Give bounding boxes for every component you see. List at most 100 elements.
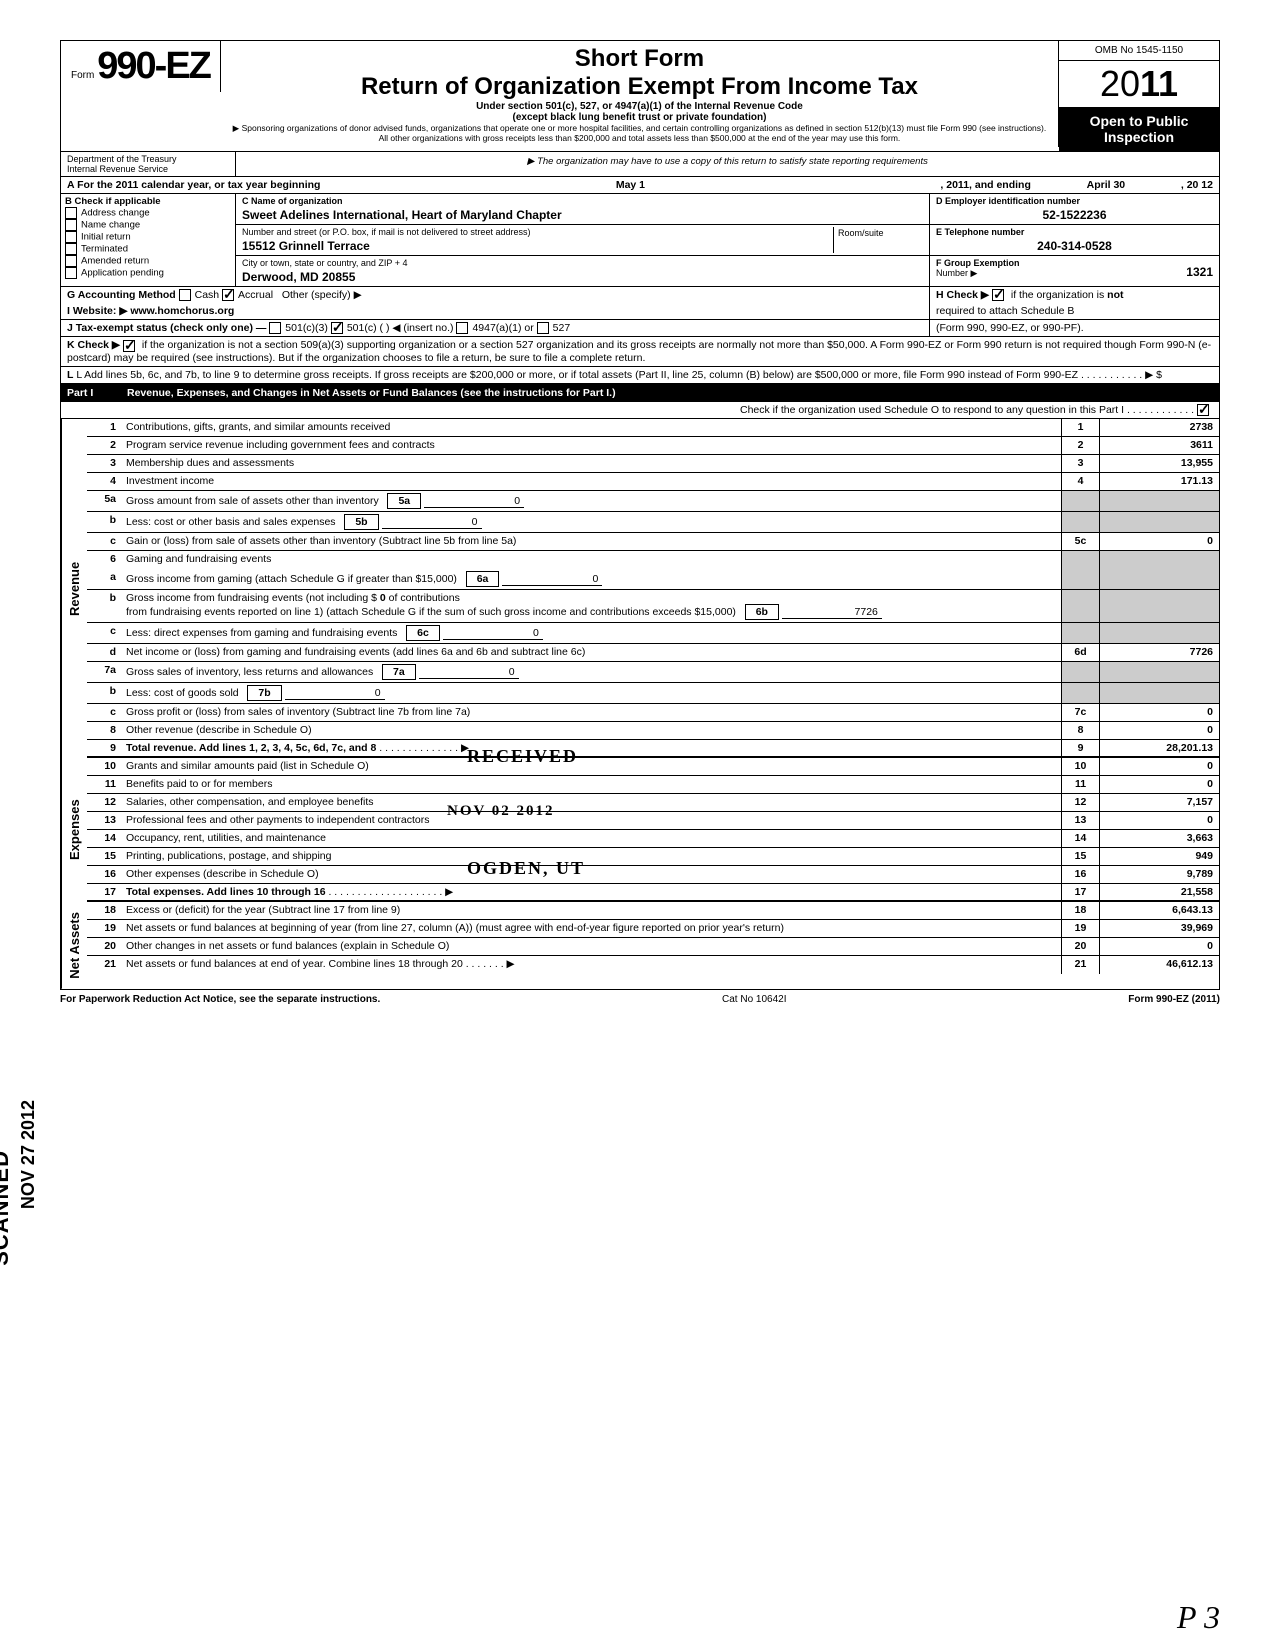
l16-num: 16 bbox=[87, 866, 122, 883]
room-lbl: Room/suite bbox=[838, 228, 884, 238]
year-bold: 11 bbox=[1140, 63, 1178, 104]
l15-amt[interactable]: 949 bbox=[1099, 848, 1219, 865]
line-5a: 5a Gross amount from sale of assets othe… bbox=[87, 491, 1219, 512]
line-10: 10 Grants and similar amounts paid (list… bbox=[87, 758, 1219, 776]
l17-amt[interactable]: 21,558 bbox=[1099, 884, 1219, 900]
org-name[interactable]: Sweet Adelines International, Heart of M… bbox=[242, 208, 923, 222]
l7b-sv[interactable]: 0 bbox=[285, 687, 385, 700]
l6b-d1v[interactable]: 0 bbox=[380, 592, 386, 604]
check-accrual[interactable] bbox=[222, 289, 234, 301]
org-address[interactable]: 15512 Grinnell Terrace bbox=[242, 239, 833, 253]
line-6a: a Gross income from gaming (attach Sched… bbox=[87, 569, 1219, 590]
c-name-row: C Name of organization Sweet Adelines In… bbox=[236, 194, 929, 225]
l5b-sv[interactable]: 0 bbox=[382, 516, 482, 529]
dept-treasury: Department of the Treasury bbox=[67, 154, 229, 164]
l8-num: 8 bbox=[87, 722, 122, 739]
l4-d: Investment income bbox=[126, 475, 214, 487]
check-name-change[interactable] bbox=[65, 219, 77, 231]
l3-d: Membership dues and assessments bbox=[126, 457, 294, 469]
footer: For Paperwork Reduction Act Notice, see … bbox=[60, 990, 1220, 1009]
check-k[interactable] bbox=[123, 340, 135, 352]
j-o5: 527 bbox=[553, 322, 571, 334]
l13-num: 13 bbox=[87, 812, 122, 829]
h-txt2: required to attach Schedule B bbox=[936, 305, 1074, 317]
check-amended[interactable] bbox=[65, 255, 77, 267]
l6a-sv[interactable]: 0 bbox=[502, 573, 602, 586]
l10-amt[interactable]: 0 bbox=[1099, 758, 1219, 775]
l2-d: Program service revenue including govern… bbox=[126, 439, 435, 451]
check-initial-return[interactable] bbox=[65, 231, 77, 243]
check-4947[interactable] bbox=[456, 322, 468, 334]
org-city[interactable]: Derwood, MD 20855 bbox=[242, 270, 923, 284]
k-row: K Check ▶ if the organization is not a s… bbox=[61, 336, 1219, 365]
omb-number: OMB No 1545-1150 bbox=[1059, 41, 1219, 61]
l5a-num: 5a bbox=[87, 491, 122, 511]
k-txt: if the organization is not a section 509… bbox=[67, 339, 1211, 363]
l1-num: 1 bbox=[87, 419, 122, 436]
l5b-sb: 5b bbox=[344, 514, 378, 530]
expenses-lines: RECEIVED NOV 02 2012 OGDEN, UT 10 Grants… bbox=[87, 758, 1219, 902]
l5a-sv[interactable]: 0 bbox=[424, 495, 524, 508]
b-item-2: Initial return bbox=[81, 232, 131, 243]
title-line2: Return of Organization Exempt From Incom… bbox=[229, 73, 1050, 101]
l1-desc: Contributions, gifts, grants, and simila… bbox=[122, 419, 1061, 436]
l11-amt[interactable]: 0 bbox=[1099, 776, 1219, 793]
c-addr-row: Number and street (or P.O. box, if mail … bbox=[236, 225, 929, 256]
l6b-amt bbox=[1099, 590, 1219, 622]
h-txt3: (Form 990, 990-EZ, or 990-PF). bbox=[936, 322, 1084, 334]
l19-amt[interactable]: 39,969 bbox=[1099, 920, 1219, 937]
l-row: L L Add lines 5b, 6c, and 7b, to line 9 … bbox=[61, 366, 1219, 383]
l7a-d: Gross sales of inventory, less returns a… bbox=[126, 666, 373, 678]
l13-amt[interactable]: 0 bbox=[1099, 812, 1219, 829]
netassets-section: Net Assets 18 Excess or (deficit) for th… bbox=[61, 902, 1219, 989]
l14-amt[interactable]: 3,663 bbox=[1099, 830, 1219, 847]
check-terminated[interactable] bbox=[65, 243, 77, 255]
title-sub1: Under section 501(c), 527, or 4947(a)(1)… bbox=[229, 101, 1050, 112]
e-lbl: E Telephone number bbox=[936, 227, 1213, 237]
website[interactable]: www.homchorus.org bbox=[130, 305, 234, 317]
l4-amt[interactable]: 171.13 bbox=[1099, 473, 1219, 490]
l8-amt[interactable]: 0 bbox=[1099, 722, 1219, 739]
l20-amt[interactable]: 0 bbox=[1099, 938, 1219, 955]
check-address-change[interactable] bbox=[65, 207, 77, 219]
l19-d: Net assets or fund balances at beginning… bbox=[126, 922, 784, 934]
group-exemption[interactable]: 1321 bbox=[1186, 265, 1213, 279]
l5c-amt[interactable]: 0 bbox=[1099, 533, 1219, 550]
line-6d: d Net income or (loss) from gaming and f… bbox=[87, 644, 1219, 662]
check-527[interactable] bbox=[537, 322, 549, 334]
l1-amt[interactable]: 2738 bbox=[1099, 419, 1219, 436]
l6c-sv[interactable]: 0 bbox=[443, 627, 543, 640]
phone[interactable]: 240-314-0528 bbox=[936, 239, 1213, 253]
check-sched-o[interactable] bbox=[1197, 404, 1209, 416]
l21-amt[interactable]: 46,612.13 bbox=[1099, 956, 1219, 974]
b-item-3: Terminated bbox=[81, 244, 128, 255]
check-pending[interactable] bbox=[65, 267, 77, 279]
title-tiny1: ▶ Sponsoring organizations of donor advi… bbox=[229, 123, 1050, 133]
l5b-amt bbox=[1099, 512, 1219, 532]
l7a-sv[interactable]: 0 bbox=[419, 666, 519, 679]
l3-box: 3 bbox=[1061, 455, 1099, 472]
form-header: Form 990-EZ Short Form Return of Organiz… bbox=[60, 40, 1220, 152]
sched-o-check: Check if the organization used Schedule … bbox=[61, 402, 1219, 419]
l16-amt[interactable]: 9,789 bbox=[1099, 866, 1219, 883]
info-block: B Check if applicable Address change Nam… bbox=[61, 194, 1219, 286]
l9-amt[interactable]: 28,201.13 bbox=[1099, 740, 1219, 756]
l3-amt[interactable]: 13,955 bbox=[1099, 455, 1219, 472]
l15-num: 15 bbox=[87, 848, 122, 865]
g-h-row: G Accounting Method Cash Accrual Other (… bbox=[61, 286, 1219, 303]
ein[interactable]: 52-1522236 bbox=[936, 208, 1213, 222]
l6b-sv[interactable]: 7726 bbox=[782, 606, 882, 619]
check-501c[interactable] bbox=[331, 322, 343, 334]
l18-amt[interactable]: 6,643.13 bbox=[1099, 902, 1219, 919]
a-begin[interactable]: May 1 bbox=[320, 179, 940, 191]
l6d-amt[interactable]: 7726 bbox=[1099, 644, 1219, 661]
l7c-amt[interactable]: 0 bbox=[1099, 704, 1219, 721]
check-schedule-b[interactable] bbox=[992, 289, 1004, 301]
stamp-scanned: SCANNED bbox=[0, 1150, 14, 1266]
l12-amt[interactable]: 7,157 bbox=[1099, 794, 1219, 811]
check-501c3[interactable] bbox=[269, 322, 281, 334]
a-end[interactable]: April 30 bbox=[1031, 179, 1181, 191]
l2-amt[interactable]: 3611 bbox=[1099, 437, 1219, 454]
check-cash[interactable] bbox=[179, 289, 191, 301]
l5c-box: 5c bbox=[1061, 533, 1099, 550]
